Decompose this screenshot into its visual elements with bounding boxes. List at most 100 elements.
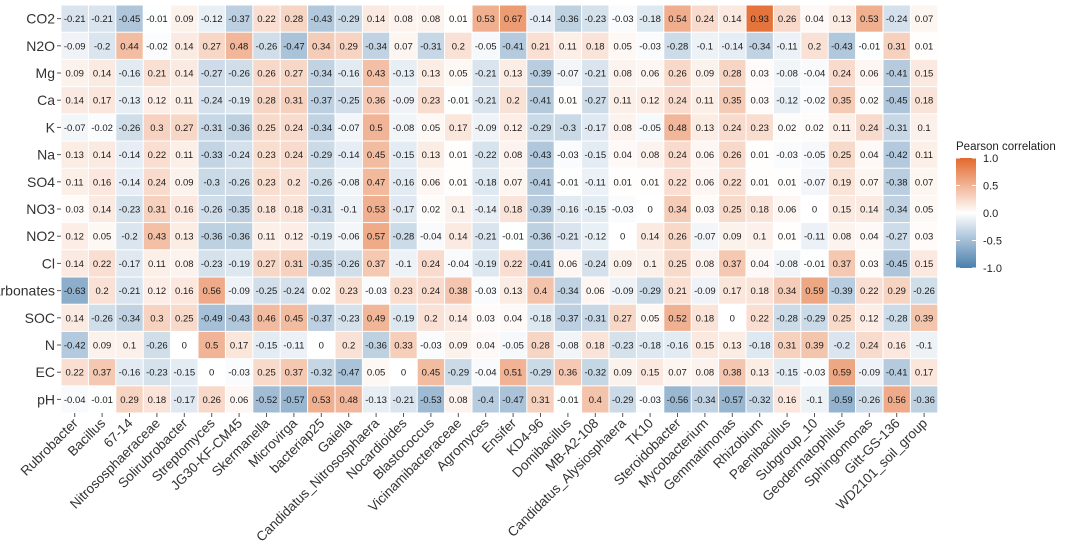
cell-value-label: 0.34 [312,41,331,52]
heatmap-cell [910,141,938,168]
cell-value-label: -0.19 [475,259,497,270]
heatmap-cell [527,195,554,223]
heatmap-cell [828,195,856,223]
heatmap-cell [664,359,691,386]
heatmap-cell [691,32,719,59]
cell-value-label: -0.31 [310,205,332,216]
heatmap-cell [691,223,719,250]
cell-value-label: 0.03 [696,205,715,216]
cell-value-label: 0.13 [65,150,84,161]
heatmap-cell [61,331,88,359]
heatmap-cell [390,114,417,141]
cell-value-label: 0.37 [285,368,304,379]
cell-value-label: -0.26 [858,395,880,406]
cell-value-label: -0.02 [91,123,113,134]
heatmap-cell [445,168,472,195]
cell-value-label: -0.2 [94,41,110,52]
cell-value-label: 0.11 [175,150,193,161]
heatmap-cell [773,195,801,223]
cell-value-label: 0.05 [93,232,112,243]
heatmap-cell [88,114,116,141]
heatmap-cell [225,250,253,277]
heatmap-cell [225,114,253,141]
cell-value-label: 0.25 [257,368,276,379]
heatmap-cell [582,386,609,413]
cell-value-label: -0.04 [420,232,442,243]
cell-value-label: 0.14 [65,96,84,107]
cell-value-label: 0.4 [534,286,547,297]
heatmap-cell [308,168,335,195]
heatmap-cell [828,59,856,87]
cell-value-label: 0.26 [668,232,687,243]
heatmap-cell [445,114,472,141]
cell-value-label: 0.3 [150,123,163,134]
heatmap-cell [198,5,225,32]
cell-value-label: 0.31 [148,205,167,216]
cell-value-label: -0.24 [283,286,305,297]
heatmap-cell [116,386,143,413]
cell-value-label: 0.56 [887,395,906,406]
cell-value-label: -0.17 [393,205,415,216]
cell-value-label: 0.11 [66,177,84,188]
cell-value-label: -0.37 [310,313,332,324]
heatmap-cell [362,250,390,277]
heatmap-cell [883,386,910,413]
heatmap-cell [691,331,719,359]
heatmap-cell [390,304,417,331]
heatmap-cell [308,195,335,223]
heatmap-cell [527,168,554,195]
cell-value-label: -0.01 [557,177,579,188]
heatmap-cell [116,331,143,359]
heatmap-cell [856,114,883,141]
cell-value-label: -0.03 [639,395,661,406]
heatmap-cell [773,87,801,114]
cell-value-label: 0 [812,205,817,216]
heatmap-cell [335,59,362,87]
heatmap-cell [417,141,445,168]
cell-value-label: 0.34 [778,286,797,297]
cell-value-label: -0.21 [475,96,497,107]
heatmap-cell [609,87,636,114]
cell-value-label: -0.09 [694,286,716,297]
cell-value-label: -0.26 [201,205,223,216]
heatmap-cell [883,32,910,59]
heatmap-cell [801,304,828,331]
heatmap-cell [746,114,773,141]
cell-value-label: 0.03 [750,69,769,80]
heatmap-cell [856,195,883,223]
legend-ticks: 1.0 0.5 0.0 -0.5 -1.0 [956,153,1002,275]
heatmap-cell [527,331,554,359]
heatmap-cell [910,32,938,59]
heatmap-cell [308,223,335,250]
cell-value-label: -0.41 [530,96,552,107]
cell-value-label: 0.09 [65,69,84,80]
cell-value-label: 0.03 [915,232,934,243]
heatmap-cell [582,59,609,87]
heatmap-cell [472,195,499,223]
heatmap-cell [527,250,554,277]
heatmap-cell [664,59,691,87]
cell-value-label: -0.21 [584,69,606,80]
cell-value-label: -0.38 [886,177,908,188]
cell-value-label: -0.32 [310,368,332,379]
cell-value-label: -0.13 [119,96,141,107]
cell-value-label: 0.22 [668,177,687,188]
heatmap-cell [664,331,691,359]
cell-value-label: 0.08 [641,150,660,161]
cell-value-label: 0.01 [915,41,934,52]
heatmap-cell [856,359,883,386]
row-label: EC [36,364,55,380]
heatmap-cell [143,32,171,59]
cell-value-label: -0.28 [393,232,415,243]
cell-value-label: 0.08 [696,259,715,270]
heatmap-cell [801,331,828,359]
cell-value-label: 0.14 [93,150,112,161]
cell-value-label: 0.18 [696,313,715,324]
heatmap-cell [664,168,691,195]
cell-value-label: 0.22 [860,286,879,297]
cell-value-label: 0.24 [860,123,879,134]
heatmap-cell [554,250,582,277]
cell-value-label: 0.52 [668,313,687,324]
cell-value-label: -0.04 [475,368,497,379]
heatmap-cell [472,141,499,168]
